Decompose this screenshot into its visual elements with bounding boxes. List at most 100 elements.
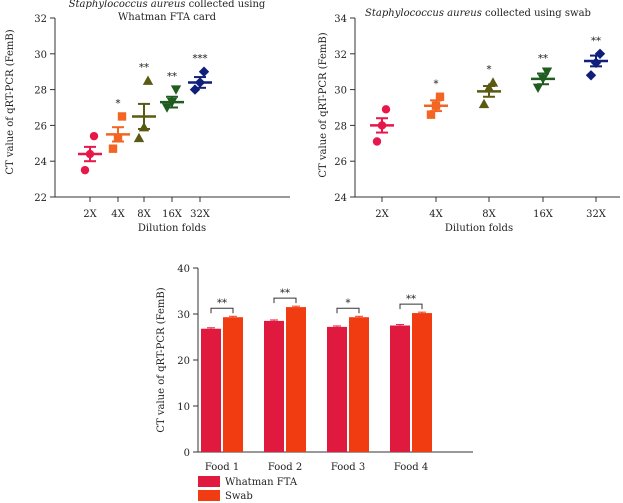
chart1-y-tick-label: 26 — [34, 121, 47, 132]
chart1-data-point — [198, 66, 210, 77]
chart3-x-tick-label: Food 2 — [268, 462, 302, 473]
chart3-bar-swab — [286, 307, 306, 452]
chart3-significance-label: * — [346, 298, 351, 309]
chart1-data-point — [170, 85, 182, 95]
chart3-y-tick-label: 20 — [177, 356, 190, 367]
chart1-data-point — [89, 131, 99, 141]
chart3-bars — [201, 305, 432, 452]
chart3-x-tick-label: Food 4 — [394, 462, 428, 473]
chart1-y-tick-label: 28 — [34, 86, 47, 97]
chart3-legend: Whatman FTA Swab — [198, 476, 298, 502]
chart1-data-point — [117, 112, 127, 121]
chart1-y-tick-label: 32 — [34, 14, 47, 25]
chart3-significance-bracket — [399, 303, 423, 310]
chart3-significance: ***** ** — [210, 288, 423, 314]
chart3-y-tick-label: 0 — [184, 448, 190, 459]
chart2-significance-label: * — [434, 79, 439, 90]
chart2-x-tick-label: 2X — [375, 209, 389, 220]
chart1-data-point — [113, 133, 123, 143]
chart2-x-axis-title: Dilution folds — [445, 223, 513, 234]
chart2-significance-label: ** — [538, 54, 548, 65]
chart2-significance-label: ** — [591, 36, 601, 47]
chart1-significance-label: *** — [193, 54, 208, 65]
chart3-y-tick-label: 40 — [177, 264, 190, 275]
chart2-data-point — [487, 77, 499, 87]
chart3-x-ticks: Food 1 Food 2 Food 3 Food 4 — [205, 462, 428, 473]
chart3-significance-label: ** — [406, 294, 416, 305]
chart2-x-ticks: 2X 4X 8X 16X 32X — [375, 197, 607, 220]
chart3-bar-swab — [412, 313, 432, 452]
chart1-y-tick-label: 30 — [34, 50, 47, 61]
chart2-y-tick-label: 26 — [334, 157, 347, 168]
chart2-y-tick-label: 30 — [334, 86, 347, 97]
chart-food-bars: CT value of qRT-PCR (FemB) 0 10 20 30 40 Foo… — [156, 264, 473, 502]
chart2-data-point — [594, 48, 606, 59]
chart2-x-tick-label: 32X — [586, 209, 607, 220]
chart2-data-point — [372, 137, 382, 146]
chart2-data-point — [590, 57, 602, 68]
chart1-x-tick-label: 2X — [83, 209, 97, 220]
chart3-bar-swab — [349, 317, 369, 452]
chart3-significance-label: ** — [280, 288, 290, 299]
chart3-significance-bracket — [336, 307, 360, 314]
chart2-title: Staphylococcus aureus collected using sw… — [365, 8, 591, 19]
chart3-significance-bracket — [210, 307, 234, 314]
chart1-x-tick-label: 4X — [111, 209, 125, 220]
chart1-significance-label: ** — [167, 72, 177, 83]
chart1-significance-label: * — [116, 98, 121, 109]
legend-swatch-swab — [198, 490, 220, 501]
chart1-title-line2: Whatman FTA card — [118, 12, 217, 23]
chart3-bar-whatman — [264, 320, 284, 452]
chart3-significance-label: ** — [217, 298, 227, 309]
chart3-y-tick-label: 10 — [177, 402, 190, 413]
legend-label-swab: Swab — [225, 491, 253, 502]
chart2-y-axis-title: CT value of qRT-PCR (FemB) — [318, 32, 329, 177]
chart2-data-point — [426, 110, 436, 119]
chart2-data-point — [532, 83, 544, 94]
chart1-x-tick-label: 8X — [137, 209, 151, 220]
chart1-data-point — [194, 77, 206, 88]
chart2-x-tick-label: 16X — [533, 209, 554, 220]
chart1-data-point — [133, 132, 145, 143]
chart2-data-point — [541, 67, 553, 77]
chart1-x-tick-label: 16X — [162, 209, 183, 220]
chart1-data-point — [80, 165, 90, 175]
chart1-significance-label: ** — [139, 63, 149, 74]
chart3-bar-whatman — [327, 326, 347, 452]
chart2-data-point — [478, 98, 490, 109]
chart3-y-tick-label: 30 — [177, 310, 190, 321]
chart2-significance-label: * — [487, 64, 492, 75]
chart1-data-point — [108, 144, 118, 153]
chart1-y-ticks: 22 24 26 28 30 32 — [34, 14, 55, 204]
chart1-data-point — [138, 121, 150, 132]
chart2-data-point — [431, 101, 441, 110]
chart3-bar-swab — [223, 317, 243, 452]
chart2-data-point — [377, 121, 387, 130]
chart1-y-axis-title: CT value of qRT-PCR (FemB) — [5, 29, 16, 174]
chart3-y-axis-title: CT value of qRT-PCR (FemB) — [156, 287, 167, 432]
chart1-x-ticks: 2X 4X 8X 16X 32X — [83, 197, 211, 220]
chart3-bar-whatman — [201, 328, 221, 452]
legend-swatch-whatman — [198, 476, 220, 487]
chart1-x-axis-title: Dilution folds — [138, 223, 206, 234]
chart3-x-tick-label: Food 3 — [331, 462, 365, 473]
chart2-data-point — [435, 92, 445, 101]
chart1-y-tick-label: 24 — [34, 157, 47, 168]
chart3-x-tick-label: Food 1 — [205, 462, 239, 473]
chart1-data-point — [166, 97, 178, 108]
chart1-title: Staphylococcus aureus collected using — [69, 0, 266, 10]
chart2-groups: ****** — [370, 36, 608, 146]
chart1-groups: ******** — [78, 54, 212, 175]
chart1-data-point — [85, 149, 95, 159]
chart2-x-tick-label: 4X — [429, 209, 443, 220]
chart2-y-tick-label: 32 — [334, 50, 347, 61]
chart2-y-tick-label: 34 — [334, 14, 347, 25]
chart2-data-point — [483, 82, 495, 93]
chart2-y-tick-label: 24 — [334, 193, 347, 204]
chart-whatman-dilution: Staphylococcus aureus collected using Wh… — [5, 0, 290, 234]
chart2-data-point — [381, 105, 391, 114]
chart3-bar-whatman — [390, 325, 410, 452]
chart2-y-tick-label: 28 — [334, 121, 347, 132]
chart2-data-point — [585, 70, 597, 81]
